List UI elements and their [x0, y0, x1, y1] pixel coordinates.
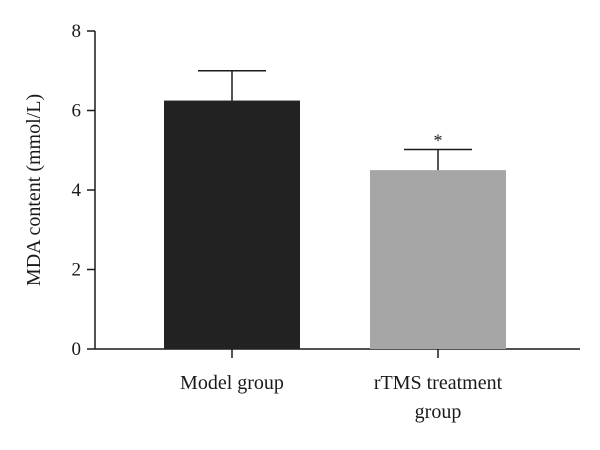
x-category-label: rTMS treatment — [374, 372, 503, 394]
bar-1 — [164, 100, 300, 349]
significance-marker: * — [434, 130, 443, 150]
x-category-label: Model group — [180, 372, 284, 394]
y-axis-label: MDA content (mmol/L) — [23, 94, 45, 286]
y-tick-label: 4 — [72, 180, 82, 201]
x-axis — [95, 348, 580, 358]
bar-2 — [370, 170, 506, 349]
error-bars: * — [198, 70, 472, 171]
bars — [164, 100, 506, 349]
y-axis: 0 2 4 6 8 — [72, 21, 96, 360]
y-tick-label: 6 — [72, 101, 82, 122]
y-tick-label: 2 — [72, 260, 82, 281]
x-category-label: group — [415, 401, 462, 423]
y-tick-label: 0 — [72, 339, 82, 360]
y-tick-label: 8 — [72, 21, 82, 42]
category-labels: Model group rTMS treatment group — [180, 372, 503, 423]
y-axis-title: MDA content (mmol/L) — [23, 94, 45, 286]
